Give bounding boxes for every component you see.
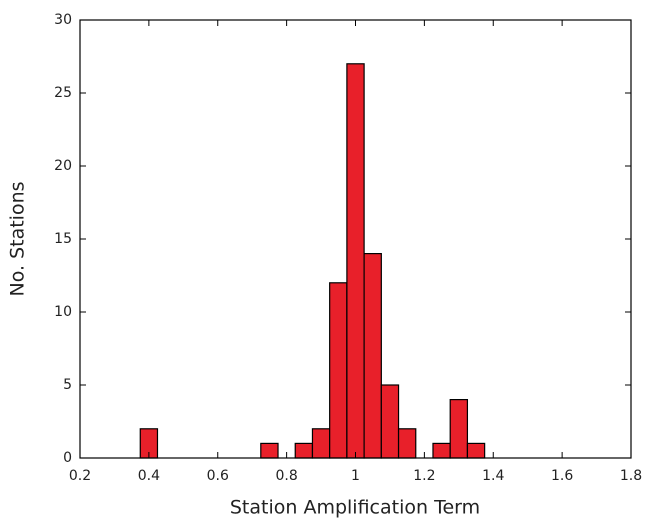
y-tick-label: 5 [63,377,72,393]
x-tick-label: 0.8 [275,468,297,484]
x-tick-label: 0.6 [207,468,229,484]
x-tick-label: 0.4 [138,468,160,484]
bar [466,442,486,459]
y-axis-label: No. Stations [7,181,29,296]
bar [449,399,469,459]
y-tick-label: 15 [54,231,72,247]
bar [294,442,314,459]
x-axis-label: Station Amplification Term [230,497,480,519]
x-tick-label: 1 [351,468,360,484]
x-tick-label: 1.8 [620,468,642,484]
y-tick-label: 25 [54,85,72,101]
y-tick-label: 30 [54,12,72,28]
bar [397,428,417,459]
bar [311,428,331,459]
x-tick-label: 1.6 [551,468,573,484]
x-tick-label: 1.4 [482,468,504,484]
y-tick-label: 20 [54,158,72,174]
x-tick-label: 0.2 [69,468,91,484]
bar [260,442,279,459]
bar [432,442,451,459]
bar [329,282,348,459]
bar [380,384,400,459]
y-tick-label: 10 [54,304,72,320]
bar [363,253,382,459]
bar [346,63,365,459]
y-tick-label: 0 [63,450,72,466]
x-tick-label: 1.2 [413,468,435,484]
